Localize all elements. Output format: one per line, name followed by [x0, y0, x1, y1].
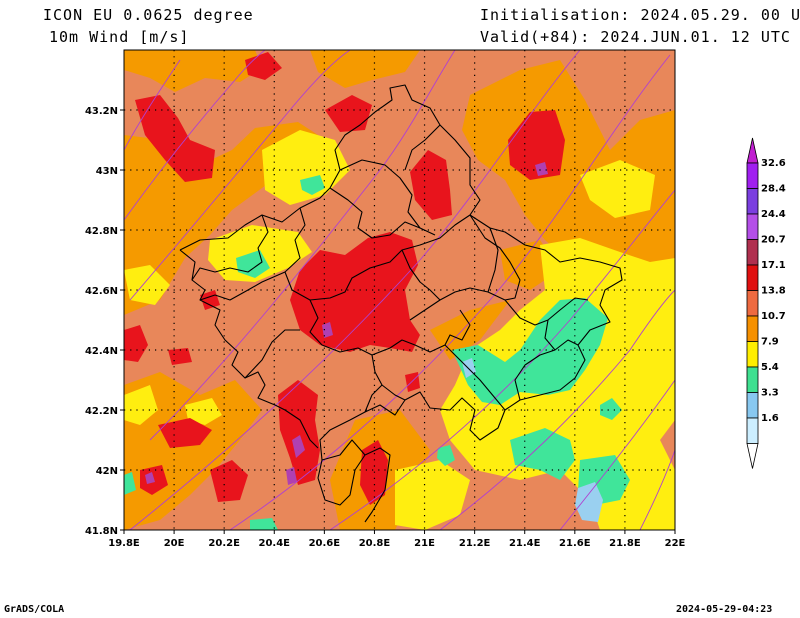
- lat-tick-label: 43.2N: [85, 106, 118, 117]
- lon-tick-label: 21.2E: [459, 538, 491, 549]
- legend-swatch: [746, 417, 759, 444]
- legend-swatch: [746, 239, 759, 266]
- legend-swatch: [746, 162, 759, 189]
- lon-tick-label: 19.8E: [108, 538, 140, 549]
- legend-swatch: [746, 392, 759, 419]
- zone-yellow: [124, 130, 675, 530]
- admin-borders: [179, 84, 623, 523]
- zone-magenta: [145, 162, 548, 485]
- initialisation-time: Initialisation: 2024.05.29. 00 UTC: [480, 6, 800, 24]
- lat-lon-grid: [124, 50, 675, 530]
- legend-cap-bottom: [746, 443, 759, 469]
- lon-tick-label: 20E: [164, 538, 185, 549]
- wind-streamlines: [124, 50, 675, 530]
- lat-tick-label: 42.2N: [85, 406, 118, 417]
- legend-level-label: 10.7: [761, 311, 786, 322]
- render-timestamp: 2024-05-29-04:23: [676, 604, 773, 615]
- legend-level-label: 17.1: [761, 260, 786, 271]
- legend-swatch: [746, 315, 759, 342]
- legend-level-label: 20.7: [761, 235, 786, 246]
- wind-speed-field: [124, 50, 675, 530]
- lon-tick-label: 21E: [414, 538, 435, 549]
- legend-level-label: 5.4: [761, 362, 779, 373]
- legend-level-label: 32.6: [761, 158, 786, 169]
- legend-level-label: 28.4: [761, 184, 786, 195]
- lon-tick-label: 21.4E: [509, 538, 541, 549]
- lon-tick-label: 20.6E: [309, 538, 341, 549]
- legend-swatch: [746, 264, 759, 291]
- color-legend: 32.6 28.4 24.4 20.7 17.1 13.8 10.7 7.9 5.4 3.3 1.6: [746, 137, 786, 469]
- lat-tick-label: 42.4N: [85, 346, 118, 357]
- software-credit: GrADS/COLA: [4, 604, 65, 615]
- legend-swatch: [746, 188, 759, 215]
- legend-level-label: 24.4: [761, 209, 786, 220]
- lat-tick-label: 42.6N: [85, 286, 118, 297]
- lat-tick-label: 42.8N: [85, 226, 118, 237]
- legend-swatch: [746, 366, 759, 393]
- zone-red: [124, 52, 565, 505]
- legend-level-label: 7.9: [761, 337, 779, 348]
- lat-tick-label: 41.8N: [85, 526, 118, 537]
- legend-swatch: [746, 213, 759, 240]
- lon-tick-label: 21.8E: [609, 538, 641, 549]
- field-title: 10m Wind [m/s]: [49, 28, 190, 46]
- valid-time: Valid(+84): 2024.JUN.01. 12 UTC: [480, 28, 791, 46]
- legend-swatch: [746, 290, 759, 317]
- legend-level-label: 3.3: [761, 388, 779, 399]
- lon-tick-label: 22E: [665, 538, 686, 549]
- lon-tick-label: 21.6E: [559, 538, 591, 549]
- model-title: ICON EU 0.0625 degree: [43, 6, 254, 24]
- lon-tick-label: 20.8E: [359, 538, 391, 549]
- lon-tick-label: 20.4E: [259, 538, 291, 549]
- axes: 19.8E 20E 20.2E 20.4E 20.6E 20.8E 21E 21.2E 21.4…: [85, 106, 686, 549]
- zone-green: [124, 175, 630, 530]
- lon-tick-label: 20.2E: [208, 538, 240, 549]
- lat-tick-label: 43N: [96, 166, 118, 177]
- lat-tick-label: 42N: [96, 466, 118, 477]
- legend-level-label: 1.6: [761, 413, 779, 424]
- legend-level-label: 13.8: [761, 286, 786, 297]
- legend-cap-top: [746, 137, 759, 164]
- legend-swatch: [746, 341, 759, 368]
